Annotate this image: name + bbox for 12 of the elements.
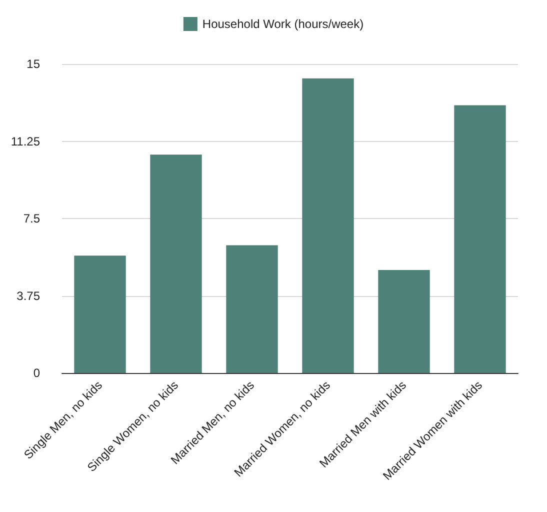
bar	[226, 245, 278, 373]
y-tick-label: 3.75	[16, 288, 40, 303]
legend-label: Household Work (hours/week)	[202, 17, 364, 31]
y-tick-label: 0	[33, 366, 40, 380]
bar	[150, 154, 202, 373]
bar	[74, 256, 126, 373]
y-tick-label: 15	[26, 57, 40, 71]
bar	[454, 105, 506, 373]
bar	[302, 78, 354, 373]
y-tick-label: 7.5	[23, 212, 40, 226]
bar	[378, 270, 430, 373]
y-tick-label: 11.25	[10, 134, 40, 148]
